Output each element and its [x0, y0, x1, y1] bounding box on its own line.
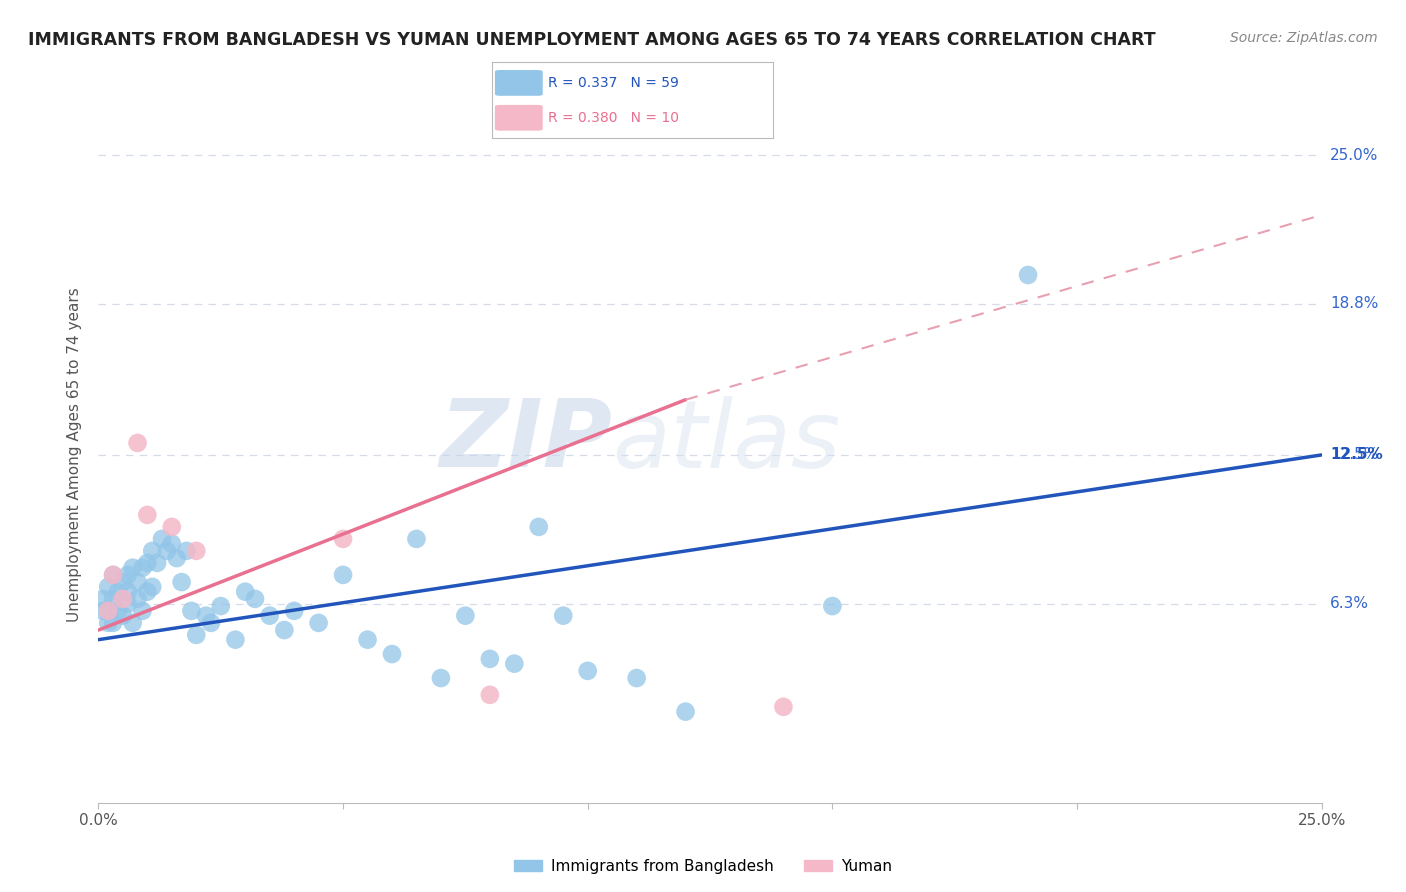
Point: [478, 688, 501, 702]
Point: [478, 652, 501, 666]
Point: [576, 664, 599, 678]
Point: [259, 608, 281, 623]
Point: [209, 599, 232, 613]
Point: [141, 544, 163, 558]
Point: [121, 560, 143, 574]
Point: [111, 575, 134, 590]
Point: [195, 608, 218, 623]
Point: [91, 604, 114, 618]
Point: [117, 584, 139, 599]
Point: [180, 604, 202, 618]
Point: [156, 544, 179, 558]
Point: [405, 532, 427, 546]
Point: [821, 599, 844, 613]
Point: [454, 608, 477, 623]
Point: [97, 604, 120, 618]
Text: IMMIGRANTS FROM BANGLADESH VS YUMAN UNEMPLOYMENT AMONG AGES 65 TO 74 YEARS CORRE: IMMIGRANTS FROM BANGLADESH VS YUMAN UNEM…: [28, 31, 1156, 49]
Point: [131, 560, 153, 574]
Point: [136, 584, 159, 599]
Text: 12.5%: 12.5%: [1330, 448, 1378, 462]
Point: [527, 520, 550, 534]
Text: R = 0.380   N = 10: R = 0.380 N = 10: [548, 111, 679, 125]
Text: 12.5%: 12.5%: [1330, 448, 1382, 462]
Point: [160, 520, 183, 534]
Point: [111, 608, 134, 623]
Point: [186, 544, 208, 558]
Point: [97, 615, 120, 630]
Point: [273, 623, 295, 637]
Y-axis label: Unemployment Among Ages 65 to 74 years: Unemployment Among Ages 65 to 74 years: [67, 287, 83, 623]
Point: [117, 567, 139, 582]
Point: [146, 556, 169, 570]
Point: [131, 604, 153, 618]
Point: [127, 436, 149, 450]
FancyBboxPatch shape: [495, 70, 543, 95]
Text: 6.3%: 6.3%: [1330, 596, 1369, 611]
Text: ZIP: ZIP: [439, 395, 612, 487]
Point: [150, 532, 173, 546]
Point: [170, 575, 193, 590]
Point: [243, 591, 266, 606]
Point: [141, 580, 163, 594]
Point: [283, 604, 305, 618]
Point: [127, 575, 149, 590]
Point: [503, 657, 526, 671]
FancyBboxPatch shape: [495, 105, 543, 130]
Text: atlas: atlas: [612, 395, 841, 486]
Legend: Immigrants from Bangladesh, Yuman: Immigrants from Bangladesh, Yuman: [508, 853, 898, 880]
Text: 25.0%: 25.0%: [1330, 147, 1378, 162]
Point: [332, 567, 354, 582]
Point: [430, 671, 453, 685]
Point: [308, 615, 330, 630]
Point: [101, 567, 124, 582]
Point: [356, 632, 378, 647]
Point: [136, 508, 159, 522]
Point: [1017, 268, 1039, 282]
Point: [127, 591, 149, 606]
Point: [107, 604, 129, 618]
Text: R = 0.337   N = 59: R = 0.337 N = 59: [548, 76, 679, 90]
Point: [101, 567, 124, 582]
Point: [101, 615, 124, 630]
Point: [381, 647, 404, 661]
Point: [233, 584, 256, 599]
Point: [176, 544, 198, 558]
Point: [772, 699, 794, 714]
Point: [97, 580, 120, 594]
Point: [186, 628, 208, 642]
Point: [101, 591, 124, 606]
Point: [111, 591, 134, 606]
Point: [97, 604, 120, 618]
Point: [224, 632, 246, 647]
Point: [200, 615, 222, 630]
Point: [675, 705, 697, 719]
Point: [136, 556, 159, 570]
Point: [626, 671, 648, 685]
Point: [121, 615, 143, 630]
Text: Source: ZipAtlas.com: Source: ZipAtlas.com: [1230, 31, 1378, 45]
Text: 18.8%: 18.8%: [1330, 296, 1378, 311]
Point: [91, 591, 114, 606]
Point: [332, 532, 354, 546]
Point: [160, 537, 183, 551]
Point: [107, 584, 129, 599]
Point: [117, 597, 139, 611]
Point: [553, 608, 575, 623]
Point: [166, 551, 188, 566]
